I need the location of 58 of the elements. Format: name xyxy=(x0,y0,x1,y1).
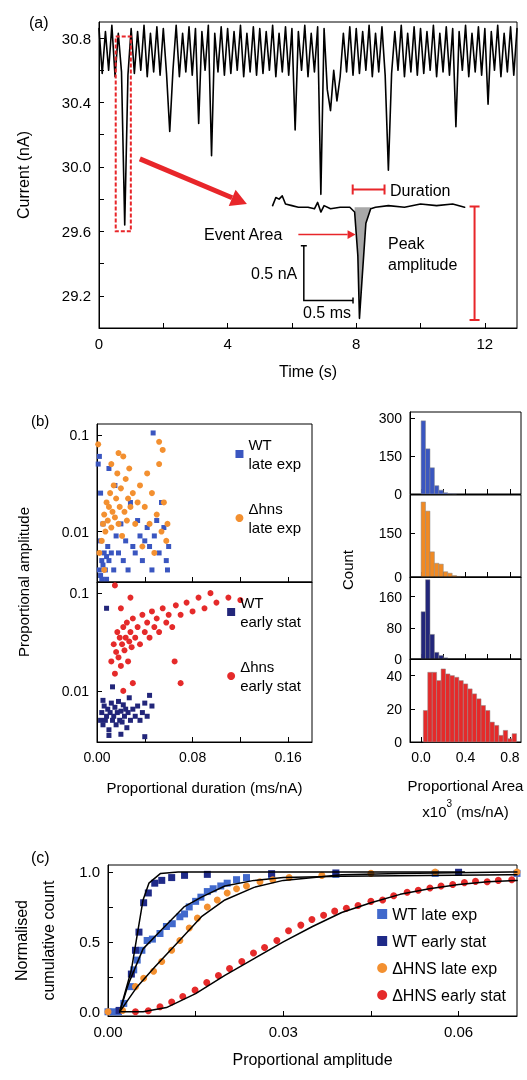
x-tick-label: 0.06 xyxy=(443,1023,474,1040)
legend-label: WT early stat xyxy=(392,932,487,950)
y-tick-label: 0 xyxy=(394,651,403,667)
y-tick-label: 0 xyxy=(394,734,403,750)
y-tick-label: 30.4 xyxy=(61,94,91,112)
annotation: Duration xyxy=(390,181,451,199)
y-tick-label: 160 xyxy=(378,588,403,605)
x-tick-label: 12 xyxy=(476,335,494,352)
y-tick-label: 150 xyxy=(378,448,403,465)
y-tick-label: 80 xyxy=(386,619,403,636)
x-tick-label: 0.03 xyxy=(268,1023,298,1040)
x-tick-label: 0.16 xyxy=(274,749,302,765)
y-tick-label: 20 xyxy=(386,700,403,717)
y-tick-label: 0.5 xyxy=(79,933,100,951)
legend-label: WT early stat xyxy=(240,594,302,630)
text: (c) xyxy=(31,848,50,866)
y-tick-label: 0.01 xyxy=(61,682,90,699)
annotation: Peak amplitude xyxy=(388,234,458,272)
annotation: Event Area xyxy=(204,225,283,243)
y-tick-label: 0.01 xyxy=(61,523,90,540)
y-tick-label: 1.0 xyxy=(79,863,100,881)
x-tick-label: 4 xyxy=(223,335,232,352)
text: (a) xyxy=(29,13,49,31)
x-axis-title: Proportional duration (ms/nA) xyxy=(106,778,303,796)
legend-label: Δhns early stat xyxy=(240,658,302,694)
x-tick-label: 0.00 xyxy=(93,1023,123,1040)
y-axis-title: Current (nA) xyxy=(15,130,32,220)
x-tick-label: 0.00 xyxy=(83,749,111,765)
y-tick-label: 0.1 xyxy=(69,427,90,443)
annotation: 0.5 ms xyxy=(303,303,352,321)
y-tick-label: 30.0 xyxy=(61,158,91,176)
y-tick-label: 40 xyxy=(386,667,403,684)
x-tick-label: 8 xyxy=(352,335,361,352)
y-tick-label: 29.2 xyxy=(61,287,91,305)
legend-label: WT late exp xyxy=(392,905,478,923)
legend-label: WT late exp xyxy=(248,436,302,472)
x-tick-label: 0.0 xyxy=(411,749,432,765)
y-tick-label: 30.8 xyxy=(61,29,91,47)
x-tick-label: 0.8 xyxy=(500,749,520,765)
y-tick-label: 0.1 xyxy=(69,585,90,602)
legend-label: ΔHNS late exp xyxy=(392,959,498,977)
x-tick-label: 0.4 xyxy=(455,749,476,765)
y-axis-title: Normalised cumulative count xyxy=(13,879,57,1001)
annotation: 0.5 nA xyxy=(251,264,298,282)
y-tick-label: 0 xyxy=(394,569,403,585)
y-tick-label: 150 xyxy=(378,525,403,542)
y-tick-label: 0.0 xyxy=(79,1003,100,1021)
y-axis-title: Proportional amplitude xyxy=(14,506,32,658)
y-axis-title: Count xyxy=(338,549,356,591)
y-tick-label: 0 xyxy=(394,486,403,502)
y-tick-label: 29.6 xyxy=(61,222,91,240)
x-tick-label: 0.08 xyxy=(178,749,207,765)
x-axis-title: Time (s) xyxy=(278,363,338,380)
text: (b) xyxy=(31,411,50,429)
legend-label: Δhns late exp xyxy=(248,500,302,536)
y-tick-label: 300 xyxy=(378,410,403,427)
legend-label: ΔHNS early stat xyxy=(392,986,507,1004)
x-axis-title: Proportional amplitude xyxy=(232,1051,393,1068)
